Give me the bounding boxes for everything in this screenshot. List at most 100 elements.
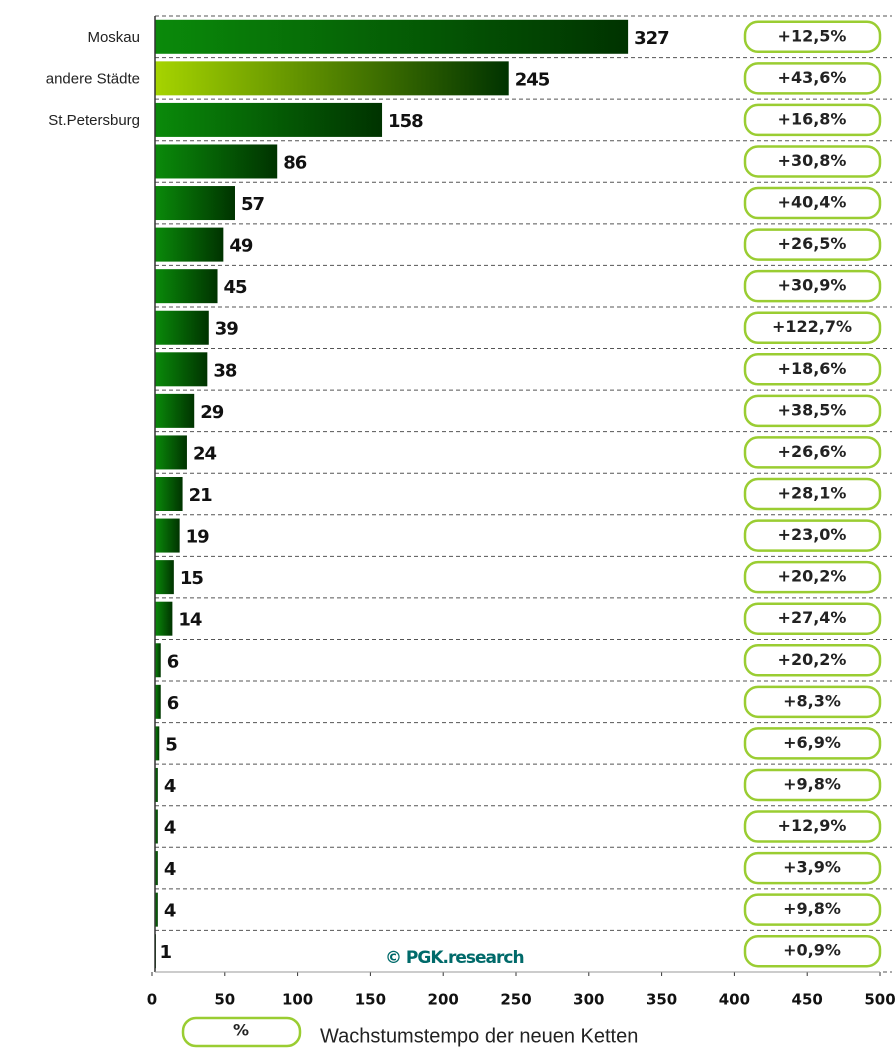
growth-pill [743, 644, 882, 677]
growth-label: +40,4% [778, 193, 847, 212]
value-label: 5 [165, 734, 177, 755]
bar [155, 102, 383, 137]
legend-label: Wachstumstempo der neuen Ketten [320, 1025, 638, 1047]
growth-pill [743, 768, 882, 802]
growth-label: +38,5% [778, 400, 847, 419]
bar [155, 851, 158, 886]
value-label: 14 [178, 610, 202, 631]
category-label: St.Petersburg [48, 112, 140, 129]
growth-label: +122,7% [772, 317, 852, 336]
value-label: 38 [213, 360, 237, 381]
growth-pill [743, 145, 882, 178]
watermark: © PGK.research [385, 948, 524, 968]
growth-label: +30,8% [778, 151, 847, 170]
x-tick-label: 250 [500, 991, 531, 1009]
growth-label: +0,9% [783, 941, 841, 960]
bar [155, 61, 509, 96]
x-tick-label: 300 [573, 991, 604, 1009]
value-label: 21 [189, 485, 213, 506]
bar [155, 892, 158, 927]
growth-pill [743, 477, 882, 511]
growth-pill [743, 62, 882, 95]
value-label: 4 [164, 901, 176, 922]
value-label: 4 [164, 818, 176, 839]
x-tick-label: 350 [646, 991, 677, 1009]
growth-label: +12,5% [778, 26, 847, 45]
growth-label: +9,8% [783, 774, 841, 793]
bar [155, 393, 195, 428]
bar [155, 560, 174, 595]
growth-label: +30,9% [778, 276, 847, 295]
growth-pill [743, 269, 882, 303]
growth-pill [743, 20, 882, 54]
growth-pill [743, 186, 882, 220]
bar [155, 601, 173, 636]
x-tick-label: 150 [355, 991, 386, 1009]
value-label: 158 [388, 111, 423, 132]
x-tick-label: 400 [719, 991, 750, 1009]
bar [155, 809, 158, 844]
x-tick-label: 0 [147, 991, 157, 1009]
growth-pill [743, 519, 882, 552]
growth-label: +6,9% [783, 733, 841, 752]
bar [155, 767, 158, 802]
value-label: 327 [634, 28, 669, 49]
growth-pill [743, 436, 882, 469]
value-label: 6 [167, 651, 179, 672]
category-label: Moskau [87, 29, 140, 46]
growth-label: +16,8% [778, 109, 847, 128]
growth-pill [743, 602, 882, 635]
x-tick-label: 500 [864, 991, 895, 1009]
growth-pill [743, 103, 882, 137]
value-label: 6 [167, 693, 179, 714]
growth-label: +3,9% [783, 858, 841, 877]
value-label: 29 [200, 402, 224, 423]
bar [155, 518, 180, 553]
value-label: 1 [159, 942, 171, 963]
growth-pill [743, 311, 882, 344]
category-label: andere Städte [46, 70, 140, 87]
bar [155, 310, 209, 345]
growth-pill [743, 560, 882, 594]
growth-label: +28,1% [778, 484, 847, 503]
growth-pill [743, 394, 882, 428]
growth-pill [743, 685, 882, 719]
bar [155, 435, 187, 470]
bar [155, 227, 224, 262]
value-label: 24 [193, 443, 217, 464]
growth-label: +9,8% [783, 899, 841, 918]
value-label: 49 [229, 236, 253, 257]
bar [155, 684, 161, 719]
legend-marker-label: % [233, 1021, 249, 1040]
x-tick-label: 100 [282, 991, 313, 1009]
bar [155, 144, 278, 179]
value-label: 86 [283, 152, 307, 173]
growth-pill [743, 934, 882, 968]
x-tick-label: 450 [792, 991, 823, 1009]
growth-label: +12,9% [778, 816, 847, 835]
growth-pill [743, 893, 882, 926]
value-label: 245 [515, 69, 550, 90]
bar [155, 352, 208, 387]
value-label: 4 [164, 776, 176, 797]
legend-marker [181, 1016, 302, 1048]
growth-pill [743, 810, 882, 843]
growth-pill [743, 851, 882, 885]
value-label: 45 [224, 277, 248, 298]
growth-label: +26,5% [778, 234, 847, 253]
x-tick-label: 50 [214, 991, 235, 1009]
growth-label: +26,6% [778, 442, 847, 461]
growth-label: +27,4% [778, 608, 847, 627]
bar [155, 726, 160, 761]
value-label: 4 [164, 859, 176, 880]
growth-pill [743, 228, 882, 261]
growth-label: +43,6% [778, 68, 847, 87]
growth-label: +20,2% [778, 650, 847, 669]
bar [155, 269, 218, 304]
bar [155, 186, 235, 221]
growth-label: +23,0% [778, 525, 847, 544]
value-label: 19 [186, 527, 210, 548]
bar [155, 19, 629, 54]
value-label: 57 [241, 194, 265, 215]
